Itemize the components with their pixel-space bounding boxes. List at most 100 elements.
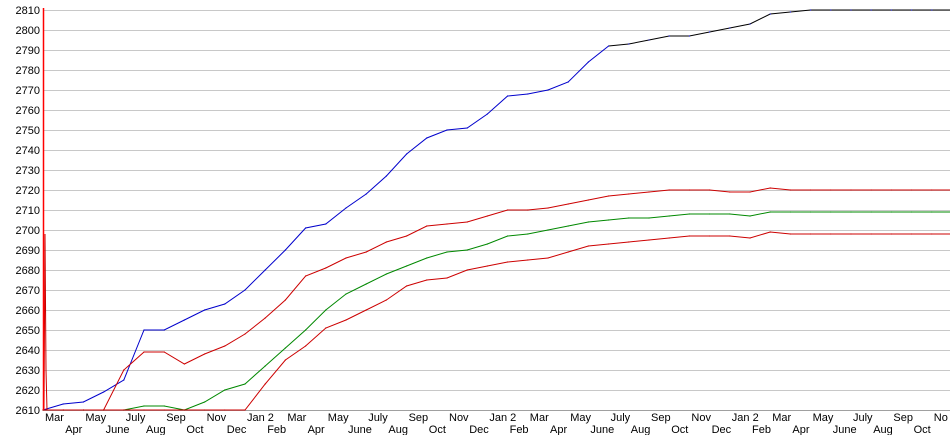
x-tick-label: July — [611, 412, 631, 424]
data-point — [406, 265, 408, 267]
series-line-top — [42, 45, 609, 411]
data-point — [224, 303, 226, 305]
data-point — [264, 317, 266, 319]
data-point — [224, 389, 226, 391]
data-point — [749, 191, 751, 193]
data-point — [628, 217, 630, 219]
x-tick-label: July — [853, 412, 873, 424]
data-point — [789, 233, 792, 235]
data-point — [507, 209, 509, 211]
data-point — [163, 409, 165, 411]
data-point — [769, 187, 771, 189]
data-point — [628, 193, 630, 195]
data-point — [587, 245, 590, 247]
data-point — [810, 233, 812, 235]
data-point — [810, 189, 812, 191]
data-point — [244, 289, 246, 291]
data-point — [688, 213, 691, 215]
data-point — [729, 235, 731, 237]
data-point — [163, 351, 165, 353]
data-point — [466, 269, 468, 271]
x-tick-label: Apr — [550, 424, 567, 435]
data-point — [345, 293, 347, 295]
data-point — [850, 233, 852, 235]
data-point — [123, 379, 125, 381]
data-point — [143, 351, 145, 353]
data-point — [830, 9, 832, 11]
data-point — [446, 129, 448, 131]
y-tick-label: 2760 — [16, 105, 40, 117]
y-tick-label: 2640 — [16, 345, 40, 357]
y-tick-label: 2660 — [16, 305, 40, 317]
data-point — [810, 9, 812, 11]
data-point — [608, 45, 610, 47]
data-point — [567, 225, 569, 227]
data-point — [911, 9, 913, 11]
series-lines — [42, 9, 950, 411]
data-point — [749, 237, 751, 239]
data-point — [769, 231, 771, 233]
data-point — [870, 211, 872, 213]
x-tick-label: June — [106, 424, 130, 435]
series-line-3 — [43, 231, 950, 411]
x-tick-label: June — [833, 424, 857, 435]
x-tick-label: Oct — [186, 424, 203, 435]
data-point — [365, 251, 367, 253]
data-point — [830, 189, 832, 191]
data-point — [466, 221, 468, 223]
x-tick-label: Oct — [429, 424, 446, 435]
data-point — [547, 207, 549, 209]
x-tick-label: Dec — [227, 424, 247, 435]
x-tick-label: July — [126, 412, 146, 424]
x-tick-label: Nov — [449, 412, 469, 424]
data-point — [911, 233, 913, 235]
data-point — [123, 369, 125, 371]
y-tick-label: 2650 — [16, 325, 40, 337]
data-point — [608, 195, 610, 197]
x-tick-label: Apr — [308, 424, 325, 435]
data-point — [365, 193, 367, 195]
x-tick-label: Aug — [146, 424, 166, 435]
x-tick-label: Feb — [267, 424, 286, 435]
data-point — [587, 221, 590, 223]
data-point — [789, 211, 792, 213]
x-tick-label: Aug — [631, 424, 651, 435]
y-tick-label: 2810 — [16, 5, 40, 17]
x-tick-label: July — [368, 412, 388, 424]
data-point — [527, 259, 529, 261]
data-point — [668, 35, 670, 37]
y-tick-label: 2800 — [16, 25, 40, 37]
x-tick-label: Jan 2 — [247, 412, 274, 424]
data-point — [82, 409, 84, 411]
x-tick-label: Nov — [691, 412, 711, 424]
initial-spike — [43, 233, 48, 411]
data-point — [709, 189, 711, 191]
data-point — [325, 309, 327, 311]
data-point — [385, 273, 387, 275]
data-point — [567, 251, 569, 253]
y-tick-label: 2720 — [16, 185, 40, 197]
data-point — [911, 189, 913, 191]
data-point — [830, 211, 832, 213]
data-point — [385, 241, 387, 243]
y-tick-label: 2790 — [16, 45, 40, 57]
data-point — [547, 229, 549, 231]
data-point — [850, 9, 852, 11]
data-point — [143, 329, 145, 331]
data-point — [628, 241, 630, 243]
data-point — [143, 409, 145, 411]
data-point — [648, 191, 650, 193]
data-point — [789, 189, 792, 191]
data-point — [527, 209, 529, 211]
data-point — [608, 219, 610, 221]
data-point — [204, 401, 206, 403]
x-tick-label: Oct — [671, 424, 688, 435]
x-tick-label: May — [570, 412, 591, 424]
y-tick-label: 2700 — [16, 225, 40, 237]
data-point — [587, 61, 590, 63]
x-tick-label: Apr — [792, 424, 809, 435]
data-point — [547, 257, 549, 259]
data-point — [890, 189, 893, 191]
x-tick-label: Apr — [65, 424, 82, 435]
